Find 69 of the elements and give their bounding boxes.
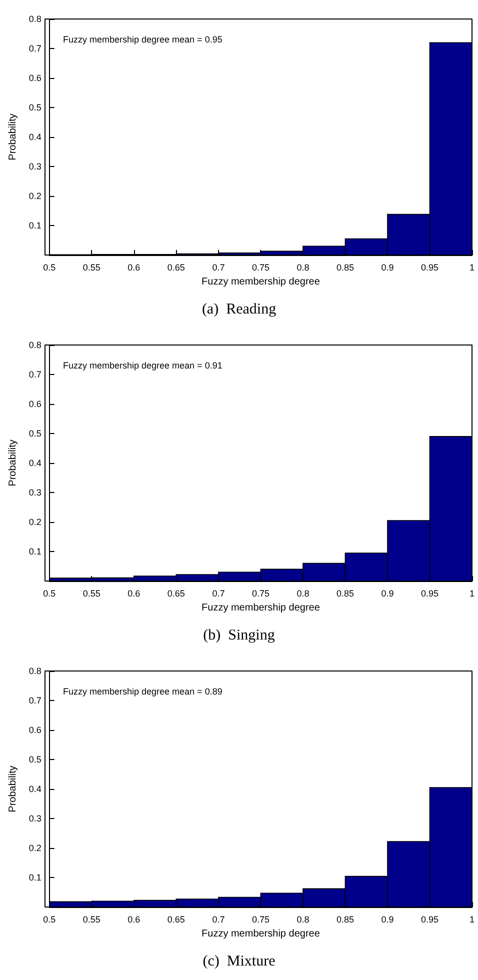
x-tick-label: 0.55 (82, 262, 100, 272)
y-tick-label: 0.1 (28, 546, 42, 556)
x-tick-label: 0.75 (252, 588, 270, 598)
y-tick-label: 0.4 (28, 132, 42, 142)
y-tick-label: 0.8 (28, 340, 42, 350)
y-axis-title: Probability (8, 440, 18, 486)
y-tick-label: 0.6 (28, 725, 42, 735)
annotation: Fuzzy membership degree mean = 0.89 (63, 686, 222, 696)
y-tick-label: 0.1 (28, 220, 42, 230)
annotation: Fuzzy membership degree mean = 0.91 (63, 360, 222, 370)
y-tick-label: 0.5 (28, 102, 42, 112)
text: (a) Reading (202, 302, 277, 318)
x-tick-label: 0.55 (82, 588, 100, 598)
y-tick-label: 0.7 (28, 44, 42, 54)
y-tick-label: 0.4 (28, 458, 42, 468)
x-tick-label: 0.85 (336, 262, 354, 272)
x-tick-label: 0.5 (43, 914, 56, 924)
x-axis-title: Fuzzy membership degree (202, 276, 320, 288)
x-tick-label: 0.6 (128, 262, 140, 272)
x-tick-label: 0.5 (43, 588, 56, 598)
x-tick-label: 0.75 (252, 262, 270, 272)
x-tick-label: 0.95 (420, 588, 439, 598)
text: (c) Mixture (202, 954, 276, 970)
annotation: Fuzzy membership degree mean = 0.95 (63, 34, 222, 44)
y-tick-label: 0.1 (28, 872, 42, 882)
x-tick-label: 0.7 (212, 262, 225, 272)
y-tick-label: 0.8 (28, 14, 42, 24)
y-tick-label: 0.8 (28, 666, 42, 676)
y-tick-label: 0.3 (28, 162, 42, 172)
x-tick-label: 1 (469, 262, 475, 272)
x-tick-label: 0.65 (167, 588, 185, 598)
text: (b) Singing (203, 628, 276, 644)
x-tick-label: 1 (469, 914, 475, 924)
x-tick-label: 0.85 (336, 588, 354, 598)
x-tick-label: 0.65 (167, 914, 185, 924)
x-tick-label: 0.6 (128, 914, 140, 924)
x-tick-label: 0.6 (128, 588, 140, 598)
x-tick-label: 0.9 (381, 588, 394, 598)
x-axis-title: Fuzzy membership degree (202, 602, 320, 614)
y-tick-label: 0.2 (28, 843, 42, 853)
y-tick-label: 0.3 (28, 488, 42, 498)
y-axis-title: Probability (8, 114, 18, 160)
x-tick-label: 0.7 (212, 588, 225, 598)
y-tick-label: 0.6 (28, 73, 42, 83)
x-tick-label: 0.95 (420, 262, 439, 272)
y-tick-label: 0.7 (28, 696, 42, 706)
x-tick-label: 0.5 (43, 262, 56, 272)
y-tick-label: 0.6 (28, 399, 42, 409)
y-axis-title: Probability (8, 766, 18, 812)
y-tick-label: 0.7 (28, 370, 42, 380)
x-tick-label: 0.8 (296, 262, 310, 272)
x-tick-label: 0.85 (336, 914, 354, 924)
x-tick-label: 0.8 (296, 588, 310, 598)
x-tick-label: 0.9 (381, 262, 394, 272)
x-tick-label: 0.55 (82, 914, 100, 924)
y-tick-label: 0.5 (28, 754, 42, 764)
x-tick-label: 0.9 (381, 914, 394, 924)
x-tick-label: 0.7 (212, 914, 225, 924)
y-tick-label: 0.2 (28, 191, 42, 201)
x-tick-label: 0.95 (420, 914, 439, 924)
x-axis-title: Fuzzy membership degree (202, 928, 320, 940)
x-tick-label: 0.8 (296, 914, 310, 924)
x-tick-label: 0.75 (252, 914, 270, 924)
y-tick-label: 0.3 (28, 814, 42, 824)
y-tick-label: 0.2 (28, 517, 42, 527)
x-tick-label: 1 (469, 588, 475, 598)
y-tick-label: 0.5 (28, 428, 42, 438)
y-tick-label: 0.4 (28, 784, 42, 794)
x-tick-label: 0.65 (167, 262, 185, 272)
